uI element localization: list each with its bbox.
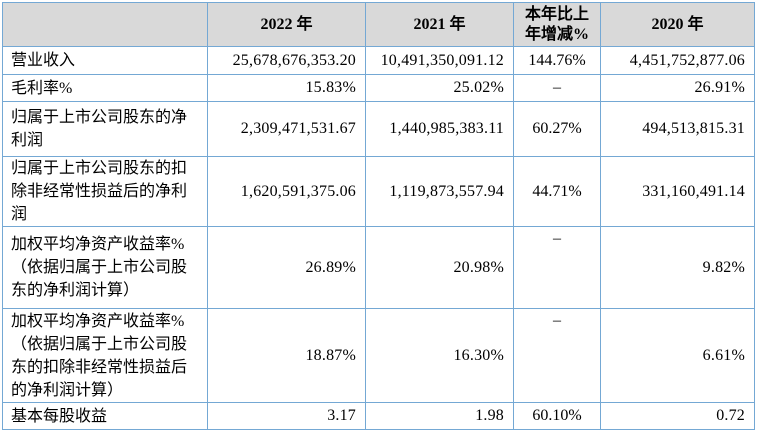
row-label: 归属于上市公司股东的净 利润 — [2, 101, 208, 157]
header-year-2020: 2020 年 — [600, 2, 755, 47]
value-2021: 25.02% — [365, 74, 514, 102]
value-2020: 6.61% — [600, 308, 755, 403]
row-weighted-avg-roe: 加权平均净资产收益率% （依据归属于上市公司股 东的净利润计算） 26.89% … — [2, 226, 755, 309]
header-year-2022: 2022 年 — [207, 2, 366, 47]
value-2020: 9.82% — [600, 226, 755, 309]
value-2022: 26.89% — [207, 226, 366, 309]
header-yoy-change: 本年比上 年增减% — [513, 2, 601, 47]
header-blank — [2, 2, 208, 47]
value-2021: 1,119,873,557.94 — [365, 156, 514, 227]
value-2020: 4,451,752,877.06 — [600, 46, 755, 75]
value-2022: 1,620,591,375.06 — [207, 156, 366, 227]
row-net-profit-attributable: 归属于上市公司股东的净 利润 2,309,471,531.67 1,440,98… — [2, 101, 755, 157]
header-year-2021: 2021 年 — [365, 2, 514, 47]
value-2022: 2,309,471,531.67 — [207, 101, 366, 157]
value-change: – — [513, 74, 601, 102]
row-operating-revenue: 营业收入 25,678,676,353.20 10,491,350,091.12… — [2, 46, 755, 75]
row-label: 加权平均净资产收益率% （依据归属于上市公司股 东的净利润计算） — [2, 226, 208, 309]
value-2021: 16.30% — [365, 308, 514, 403]
row-label: 毛利率% — [2, 74, 208, 102]
value-2021: 1,440,985,383.11 — [365, 101, 514, 157]
row-basic-eps: 基本每股收益 3.17 1.98 60.10% 0.72 — [2, 402, 755, 430]
row-label: 营业收入 — [2, 46, 208, 75]
value-2020: 26.91% — [600, 74, 755, 102]
row-label: 归属于上市公司股东的扣 除非经常性损益后的净利 润 — [2, 156, 208, 227]
value-2021: 20.98% — [365, 226, 514, 309]
value-2022: 25,678,676,353.20 — [207, 46, 366, 75]
value-2021: 10,491,350,091.12 — [365, 46, 514, 75]
value-2022: 3.17 — [207, 402, 366, 430]
value-2020: 331,160,491.14 — [600, 156, 755, 227]
value-2022: 18.87% — [207, 308, 366, 403]
header-row: 2022 年 2021 年 本年比上 年增减% 2020 年 — [2, 2, 755, 47]
value-2022: 15.83% — [207, 74, 366, 102]
value-2020: 0.72 — [600, 402, 755, 430]
value-change: 44.71% — [513, 156, 601, 227]
row-gross-margin: 毛利率% 15.83% 25.02% – 26.91% — [2, 74, 755, 102]
value-change: 60.10% — [513, 402, 601, 430]
value-2020: 494,513,815.31 — [600, 101, 755, 157]
value-2021: 1.98 — [365, 402, 514, 430]
value-change: – — [513, 226, 601, 309]
value-change: – — [513, 308, 601, 403]
row-label: 基本每股收益 — [2, 402, 208, 430]
value-change: 144.76% — [513, 46, 601, 75]
row-label: 加权平均净资产收益率% （依据归属于上市公司股 东的扣除非经常性损益后 的净利润… — [2, 308, 208, 403]
row-weighted-avg-roe-excl-nonrecurring: 加权平均净资产收益率% （依据归属于上市公司股 东的扣除非经常性损益后 的净利润… — [2, 308, 755, 403]
row-net-profit-excl-nonrecurring: 归属于上市公司股东的扣 除非经常性损益后的净利 润 1,620,591,375.… — [2, 156, 755, 227]
value-change: 60.27% — [513, 101, 601, 157]
